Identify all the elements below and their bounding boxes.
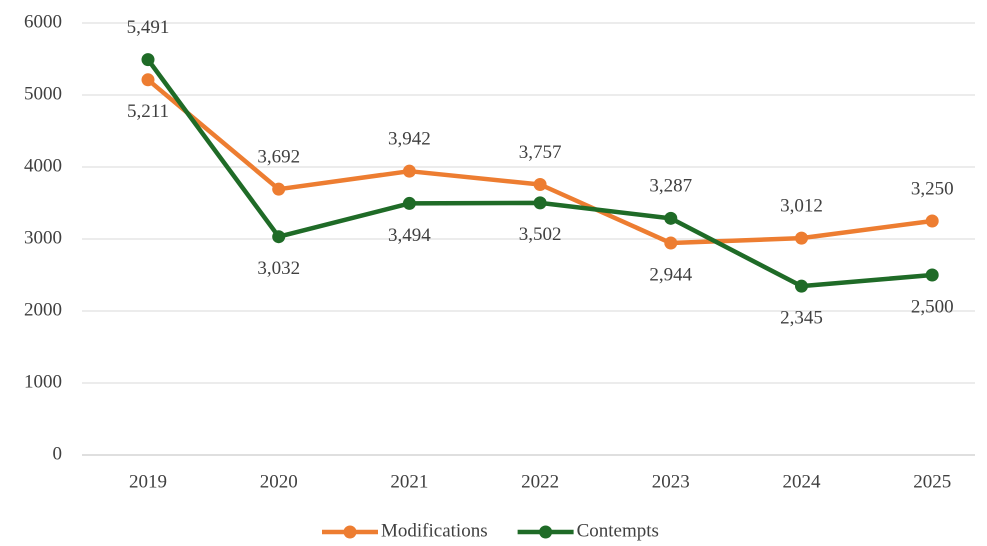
y-tick-label: 1000: [24, 371, 62, 392]
data-label: 2,345: [780, 308, 823, 329]
legend-item: Modifications: [322, 520, 488, 541]
y-tick-label: 4000: [24, 155, 62, 176]
x-tick-label: 2024: [783, 471, 822, 492]
data-label: 5,211: [127, 101, 169, 122]
marker: [795, 231, 808, 245]
x-tick-label: 2025: [913, 471, 951, 492]
marker: [141, 73, 155, 87]
data-label: 3,502: [519, 224, 562, 245]
x-tick-label: 2019: [129, 471, 167, 492]
data-label: 2,500: [911, 296, 954, 317]
marker: [533, 196, 547, 210]
legend-marker: [343, 525, 357, 539]
y-tick-label: 2000: [24, 299, 62, 320]
data-label: 2,944: [649, 264, 692, 285]
marker: [402, 196, 416, 210]
y-tick-label: 3000: [24, 227, 62, 248]
marker: [272, 182, 286, 196]
data-label: 3,012: [780, 195, 823, 216]
marker: [664, 211, 678, 225]
marker: [533, 177, 547, 191]
y-tick-label: 0: [53, 443, 63, 464]
data-label: 3,032: [257, 258, 300, 279]
marker: [141, 53, 155, 67]
x-tick-label: 2022: [521, 471, 559, 492]
legend-marker: [539, 525, 553, 539]
legend-item: Contempts: [517, 520, 659, 541]
legend-label: Modifications: [381, 520, 488, 541]
legend-label: Contempts: [577, 520, 659, 541]
marker: [664, 236, 678, 250]
data-label: 3,757: [519, 142, 562, 163]
x-tick-label: 2021: [390, 471, 428, 492]
series-line: [146, 58, 933, 289]
marker: [272, 230, 286, 244]
x-tick-label: 2020: [260, 471, 298, 492]
data-label: 5,491: [127, 17, 170, 38]
y-tick-label: 6000: [24, 11, 62, 32]
x-tick-label: 2023: [652, 471, 690, 492]
data-label: 3,250: [911, 178, 954, 199]
data-label: 3,494: [388, 225, 431, 246]
data-label: 3,287: [649, 176, 692, 197]
marker: [795, 279, 808, 293]
data-label: 3,692: [257, 147, 300, 168]
marker: [925, 268, 939, 282]
marker: [925, 214, 939, 228]
marker: [402, 164, 416, 178]
y-tick-label: 5000: [24, 83, 62, 104]
data-label: 3,942: [388, 129, 431, 150]
